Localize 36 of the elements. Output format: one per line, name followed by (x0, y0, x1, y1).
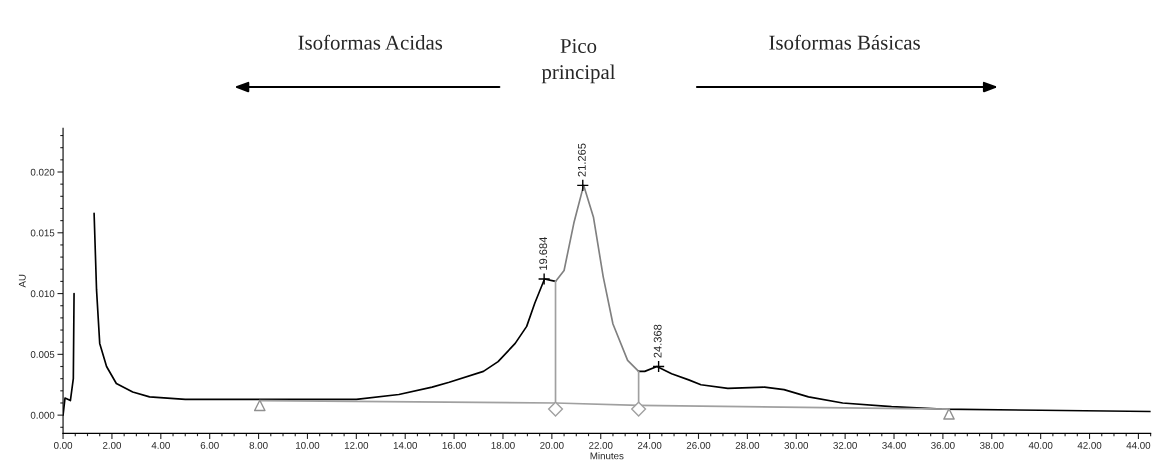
x-tick-label: 28.00 (735, 441, 760, 449)
x-tick-label: 14.00 (393, 441, 417, 449)
x-tick-label: 8.00 (249, 441, 268, 449)
x-tick-label: 4.00 (151, 441, 170, 449)
x-tick-label: 2.00 (102, 441, 122, 449)
annotation: 21.265 (577, 143, 586, 177)
x-tick-label: 24.00 (637, 441, 662, 449)
x-tick-label: 22.00 (589, 441, 613, 449)
y-tick-label: 0.020 (30, 168, 55, 176)
x-tick-label: 40.00 (1028, 441, 1053, 449)
text: Isoformas Acidas (298, 34, 443, 50)
x-tick-label: 16.00 (442, 441, 466, 449)
x-tick-label: 34.00 (882, 441, 906, 449)
annotation: 24.368 (653, 324, 662, 358)
x-tick-label: 42.00 (1077, 441, 1102, 449)
y-tick-label: 0.015 (30, 229, 55, 237)
x-axis-title: Minutes (590, 452, 624, 460)
x-tick-label: 32.00 (833, 441, 857, 449)
x-tick-label: 30.00 (784, 441, 809, 449)
x-tick-label: 12.00 (344, 441, 369, 449)
y-tick-label: 0.010 (30, 290, 55, 298)
text: Pico principal (541, 38, 616, 84)
x-tick-label: 38.00 (979, 441, 1004, 449)
x-tick-label: 10.00 (296, 441, 320, 449)
x-tick-label: 26.00 (686, 441, 711, 449)
x-tick-label: 36.00 (931, 441, 955, 449)
x-tick-label: 18.00 (491, 441, 515, 449)
x-tick-label: 20.00 (540, 441, 564, 449)
y-axis-title: AU (18, 274, 26, 288)
x-tick-label: 44.00 (1126, 441, 1151, 449)
y-tick-label: 0.000 (30, 411, 55, 419)
x-tick-label: 0.00 (53, 441, 73, 449)
x-tick-label: 6.00 (200, 441, 219, 449)
text: Isoformas Básicas (769, 34, 920, 50)
annotation: 19.684 (539, 236, 548, 270)
y-tick-label: 0.005 (30, 351, 55, 358)
